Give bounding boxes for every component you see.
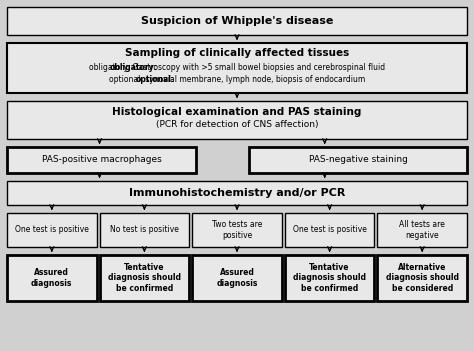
Bar	[7, 213, 97, 247]
Text: All tests are
negative: All tests are negative	[399, 220, 445, 240]
Bar	[7, 255, 97, 301]
Text: One test is positive: One test is positive	[292, 225, 366, 234]
Text: Assured
diagnosis: Assured diagnosis	[216, 268, 258, 288]
Bar	[377, 255, 467, 301]
Text: optional: synovial membrane, lymph node, biopsis of endocardium: optional: synovial membrane, lymph node,…	[109, 74, 365, 84]
Bar	[192, 213, 282, 247]
Text: Tentative
diagnosis should
be confirmed: Tentative diagnosis should be confirmed	[293, 263, 366, 293]
Text: No test is positive: No test is positive	[110, 225, 179, 234]
Text: obligatory:: obligatory:	[109, 62, 157, 72]
Text: Immunohistochemistry and/or PCR: Immunohistochemistry and/or PCR	[129, 188, 345, 198]
Text: Sampling of clinically affected tissues: Sampling of clinically affected tissues	[125, 48, 349, 58]
Text: One test is positive: One test is positive	[15, 225, 89, 234]
Text: PAS-negative staining: PAS-negative staining	[309, 155, 408, 165]
Text: obligatory: Gastroscopy with >5 small bowel biopsies and cerebrospinal fluid: obligatory: Gastroscopy with >5 small bo…	[89, 62, 385, 72]
Bar	[7, 147, 196, 173]
Bar	[192, 255, 282, 301]
Bar	[100, 255, 189, 301]
Text: PAS-positive macrophages: PAS-positive macrophages	[42, 155, 161, 165]
Bar	[249, 147, 467, 173]
Text: Histological examination and PAS staining: Histological examination and PAS stainin…	[112, 107, 362, 117]
Bar	[7, 181, 467, 205]
Bar	[7, 101, 467, 139]
Text: Tentative
diagnosis should
be confirmed: Tentative diagnosis should be confirmed	[108, 263, 181, 293]
Bar	[100, 213, 189, 247]
Text: optional:: optional:	[136, 74, 175, 84]
Text: Alternative
diagnosis should
be considered: Alternative diagnosis should be consider…	[386, 263, 459, 293]
Text: (PCR for detection of CNS affection): (PCR for detection of CNS affection)	[156, 120, 318, 130]
Text: Suspicion of Whipple's disease: Suspicion of Whipple's disease	[141, 16, 333, 26]
Bar	[285, 255, 374, 301]
Bar	[7, 43, 467, 93]
Bar	[285, 213, 374, 247]
Text: Assured
diagnosis: Assured diagnosis	[31, 268, 73, 288]
Bar	[7, 7, 467, 35]
Text: Two tests are
positive: Two tests are positive	[212, 220, 262, 240]
Bar	[377, 213, 467, 247]
